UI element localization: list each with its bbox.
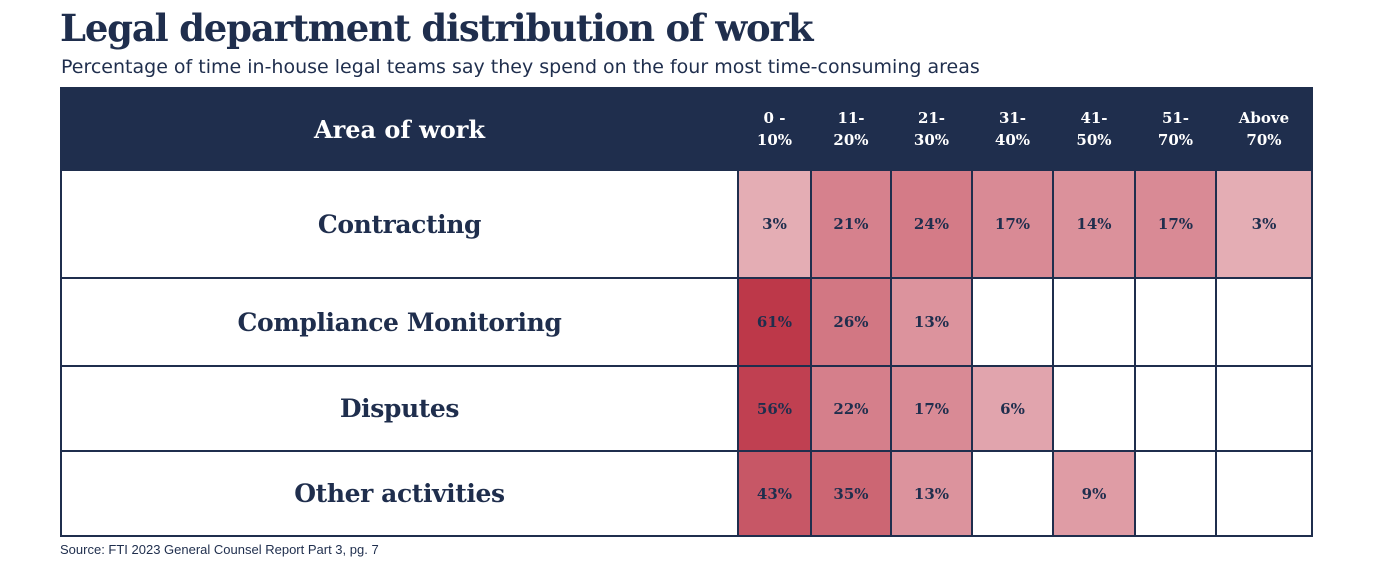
column-header-11-20: 11- 20% bbox=[810, 87, 892, 171]
heat-cell: 24% bbox=[890, 169, 973, 279]
row-label: Contracting bbox=[60, 169, 739, 279]
column-header-31-40: 31- 40% bbox=[971, 87, 1054, 171]
column-header-label: 51- 70% bbox=[1157, 109, 1194, 149]
row-label: Compliance Monitoring bbox=[60, 277, 739, 367]
heat-cell bbox=[971, 450, 1054, 537]
heat-cell bbox=[1134, 450, 1217, 537]
column-header-label: 41- 50% bbox=[1076, 109, 1112, 149]
heat-cell bbox=[1052, 277, 1136, 367]
heat-cell: 22% bbox=[810, 365, 892, 452]
heat-cell: 3% bbox=[1215, 169, 1313, 279]
heat-cell bbox=[1134, 277, 1217, 367]
column-header-label: 31- 40% bbox=[994, 109, 1031, 149]
heat-cell: 61% bbox=[737, 277, 812, 367]
heat-cell: 17% bbox=[890, 365, 973, 452]
heat-cell bbox=[1215, 450, 1313, 537]
column-header-label: Above 70% bbox=[1238, 109, 1290, 149]
column-header-0-10: 0 - 10% bbox=[737, 87, 812, 171]
row-label: Other activities bbox=[60, 450, 739, 537]
column-header-41-50: 41- 50% bbox=[1052, 87, 1136, 171]
source-note: Source: FTI 2023 General Counsel Report … bbox=[60, 542, 379, 557]
heat-cell: 35% bbox=[810, 450, 892, 537]
table-row: Other activities 43% 35% 13% 9% bbox=[60, 450, 1313, 537]
heat-cell: 17% bbox=[971, 169, 1054, 279]
heatmap-body: Contracting 3% 21% 24% 17% 14% 17% 3% Compliance… bbox=[60, 169, 1313, 537]
heat-cell: 43% bbox=[737, 450, 812, 537]
column-header-label: 21- 30% bbox=[913, 109, 950, 149]
column-header-51-70: 51- 70% bbox=[1134, 87, 1217, 171]
heat-cell: 26% bbox=[810, 277, 892, 367]
table-row: Disputes 56% 22% 17% 6% bbox=[60, 365, 1313, 452]
heat-cell: 9% bbox=[1052, 450, 1136, 537]
column-header-label: 11- 20% bbox=[833, 109, 869, 149]
heat-cell: 13% bbox=[890, 450, 973, 537]
table-row: Compliance Monitoring 61% 26% 13% bbox=[60, 277, 1313, 367]
column-header-above-70: Above 70% bbox=[1215, 87, 1313, 171]
table-row: Contracting 3% 21% 24% 17% 14% 17% 3% bbox=[60, 169, 1313, 279]
chart-subtitle: Percentage of time in-house legal teams … bbox=[61, 56, 980, 78]
heat-cell: 6% bbox=[971, 365, 1054, 452]
heat-cell bbox=[971, 277, 1054, 367]
heat-cell bbox=[1215, 365, 1313, 452]
heat-cell: 21% bbox=[810, 169, 892, 279]
heat-cell: 17% bbox=[1134, 169, 1217, 279]
heat-cell bbox=[1052, 365, 1136, 452]
chart-title: Legal department distribution of work bbox=[60, 6, 813, 50]
heat-cell bbox=[1134, 365, 1217, 452]
header-row: Area of work 0 - 10% 11- 20% 21- 30% 31-… bbox=[60, 87, 1313, 171]
heatmap-table: Area of work 0 - 10% 11- 20% 21- 30% 31-… bbox=[60, 87, 1313, 537]
heat-cell bbox=[1215, 277, 1313, 367]
column-header-label: 0 - 10% bbox=[756, 109, 793, 149]
area-of-work-header: Area of work bbox=[60, 87, 739, 171]
heat-cell: 14% bbox=[1052, 169, 1136, 279]
row-label: Disputes bbox=[60, 365, 739, 452]
heat-cell: 56% bbox=[737, 365, 812, 452]
column-header-21-30: 21- 30% bbox=[890, 87, 973, 171]
heat-cell: 13% bbox=[890, 277, 973, 367]
heat-cell: 3% bbox=[737, 169, 812, 279]
